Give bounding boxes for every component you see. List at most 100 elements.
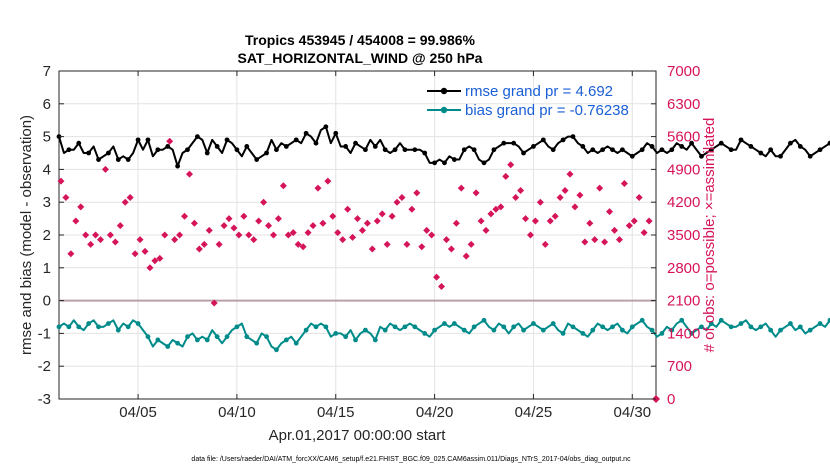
rmse-point [619,147,625,153]
obs-point [522,215,530,223]
obs-point [116,222,124,230]
obs-point [388,212,396,220]
rmse-point [768,147,774,153]
rmse-point [699,153,704,159]
bias-point [372,337,378,343]
bias-point [669,327,675,333]
bias-point [363,327,368,333]
y-left-tick-label: 2 [43,227,51,244]
rmse-point [580,144,586,149]
rmse-point [224,137,230,143]
chart-title: Tropics 453945 / 454008 = 99.986% [245,32,476,48]
bias-point [264,334,269,340]
obs-point [319,219,327,227]
bias-point [412,324,418,330]
rmse-point [600,147,606,153]
obs-point [141,247,149,255]
obs-point [205,226,213,234]
obs-point [156,254,164,262]
obs-point [329,212,337,220]
obs-point [566,170,574,178]
rmse-point [333,130,339,136]
rmse-point [669,147,675,153]
bias-point [165,344,171,349]
obs-point [349,233,357,241]
bias-point [778,327,783,333]
rmse-point [511,140,517,146]
obs-point [250,236,258,244]
obs-point [82,231,90,239]
bias-point [797,324,803,330]
bias-point [283,337,289,343]
obs-point [482,226,490,234]
obs-point [265,222,273,230]
bias-point [194,337,200,343]
bias-point [115,327,121,333]
rmse-point [145,137,151,143]
obs-point [299,243,307,251]
rmse-point [66,147,72,153]
rmse-point [185,147,190,153]
footnote: data file: /Users/raeder/DAI/ATM_forcXX/… [191,456,631,463]
bias-point [718,317,724,323]
obs-point [398,194,406,202]
bias-point [234,324,240,330]
obs-point [354,215,361,223]
obs-point [472,189,480,197]
x-axis: 04/05 04/10 04/15 04/20 04/25 04/30 [119,71,651,421]
y-right-tick-label: 6300 [667,96,700,113]
obs-point [423,226,431,234]
rmse-point [313,140,319,146]
bias-point [185,334,190,340]
bias-point [491,327,497,333]
rmse-point [165,144,171,149]
y-left-tick-label: 1 [43,260,51,277]
bias-point [590,327,596,333]
bias-point [758,324,764,330]
bias-point [639,317,645,323]
obs-point [176,231,184,239]
y-right-tick-label: 5600 [667,129,700,146]
obs-point [487,210,495,218]
y-right-tick-label: 700 [667,358,692,375]
obs-point [497,203,505,211]
bias-point [254,340,260,346]
bias-point [274,347,279,353]
rmse-point [827,140,830,146]
bias-point [817,321,823,326]
obs-point [309,222,317,230]
bias-point [155,337,161,343]
obs-point [368,245,376,253]
obs-point [339,236,347,244]
rmse-point [778,153,783,159]
bias-point [481,317,487,323]
bias-point [738,321,744,326]
obs-point [190,219,198,227]
obs-point [151,257,159,265]
obs-point [101,165,109,173]
bias-point [333,331,339,336]
bias-point [748,324,754,330]
bias-series [56,317,830,353]
rmse-point [106,150,111,156]
rmse-point [491,147,497,153]
obs-point [462,252,470,260]
obs-point [72,217,80,225]
obs-point [97,236,105,244]
obs-point [166,137,174,145]
rmse-point [610,147,615,153]
rmse-point [155,147,161,153]
rmse-point [629,153,635,159]
obs-point [373,217,381,225]
legend-bias-marker [440,106,448,114]
rmse-point [382,147,388,153]
rmse-point [788,140,793,146]
obs-point [185,170,193,178]
obs-point [304,229,312,237]
obs-point [418,243,426,251]
obs-point [556,194,564,202]
obs-point [87,240,95,248]
obs-point [526,231,534,239]
bias-point [580,331,586,336]
